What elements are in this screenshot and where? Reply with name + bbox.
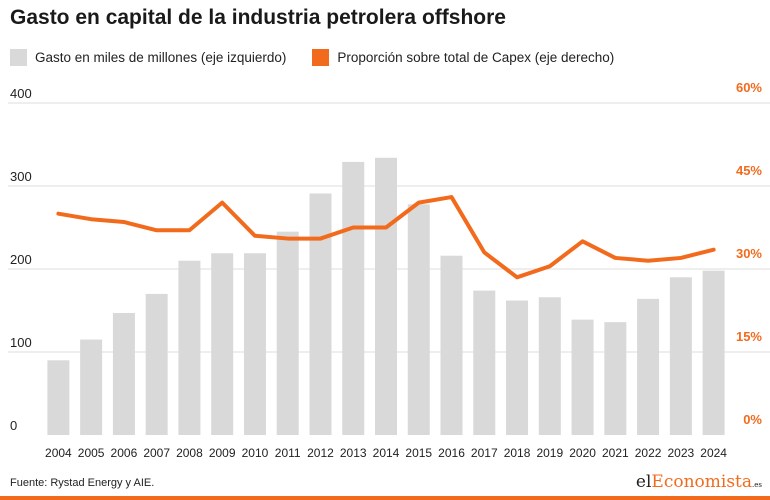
brand-part2: Economista bbox=[651, 472, 753, 492]
right-axis-ticks: 0% 15% 30% 45% 60% bbox=[736, 80, 762, 427]
x-tick-label: 2016 bbox=[438, 446, 465, 460]
bar-2011 bbox=[276, 231, 299, 435]
left-tick-label: 0 bbox=[10, 418, 17, 433]
left-tick-label: 200 bbox=[10, 252, 32, 267]
x-tick-label: 2022 bbox=[635, 446, 662, 460]
bar-2023 bbox=[669, 277, 692, 435]
right-tick-label: 30% bbox=[736, 246, 762, 261]
x-tick-label: 2006 bbox=[111, 446, 138, 460]
legend: Gasto en miles de millones (eje izquierd… bbox=[10, 49, 614, 66]
right-tick-label: 0% bbox=[743, 412, 762, 427]
bar-2024 bbox=[702, 270, 725, 435]
bar-2020 bbox=[571, 319, 594, 435]
x-tick-label: 2008 bbox=[176, 446, 203, 460]
legend-line-swatch bbox=[312, 49, 330, 66]
x-tick-label: 2015 bbox=[405, 446, 432, 460]
x-tick-label: 2004 bbox=[45, 446, 72, 460]
x-tick-label: 2023 bbox=[668, 446, 695, 460]
x-tick-label: 2014 bbox=[373, 446, 400, 460]
legend-bar-swatch bbox=[10, 49, 27, 66]
right-tick-label: 45% bbox=[736, 163, 762, 178]
brand-tld: .es bbox=[752, 481, 762, 489]
left-tick-label: 400 bbox=[10, 86, 32, 101]
x-tick-label: 2010 bbox=[242, 446, 269, 460]
right-tick-label: 15% bbox=[736, 329, 762, 344]
bar-2021 bbox=[604, 322, 627, 435]
x-tick-label: 2011 bbox=[275, 446, 301, 460]
bar-2007 bbox=[145, 293, 168, 435]
bar-series bbox=[47, 157, 725, 435]
x-tick-label: 2024 bbox=[700, 446, 727, 460]
bar-2018 bbox=[506, 300, 529, 435]
bar-2019 bbox=[538, 297, 561, 435]
x-tick-label: 2012 bbox=[307, 446, 334, 460]
left-axis-ticks: 0 100 200 300 400 bbox=[10, 86, 32, 433]
bottom-rule bbox=[0, 496, 770, 500]
x-tick-label: 2005 bbox=[78, 446, 105, 460]
x-axis-ticks: 2004 2005 2006 2007 2008 2009 2010 2011 2012 2013… bbox=[45, 446, 727, 460]
source-note: Fuente: Rystad Energy y AIE. bbox=[10, 477, 155, 489]
bar-2017 bbox=[473, 290, 496, 435]
brand-part1: el bbox=[635, 472, 652, 492]
left-tick-label: 300 bbox=[10, 169, 32, 184]
chart-title: Gasto en capital de la industria petrole… bbox=[10, 6, 506, 29]
bar-2014 bbox=[375, 157, 397, 435]
bar-2016 bbox=[440, 255, 463, 435]
brand-logo: elEconomista.es bbox=[636, 472, 762, 492]
bar-2010 bbox=[243, 253, 266, 435]
x-tick-label: 2018 bbox=[504, 446, 531, 460]
bar-2015 bbox=[407, 204, 430, 435]
x-tick-label: 2019 bbox=[536, 446, 563, 460]
bar-2005 bbox=[80, 339, 103, 435]
bar-2004 bbox=[47, 360, 70, 435]
x-tick-label: 2021 bbox=[602, 446, 629, 460]
legend-line-label: Proporción sobre total de Capex (eje der… bbox=[337, 50, 615, 65]
x-tick-label: 2007 bbox=[143, 446, 170, 460]
x-tick-label: 2017 bbox=[471, 446, 498, 460]
left-tick-label: 100 bbox=[10, 335, 32, 350]
line-series bbox=[56, 195, 716, 280]
bar-2012 bbox=[309, 193, 332, 435]
x-tick-label: 2013 bbox=[340, 446, 367, 460]
bar-2022 bbox=[637, 298, 660, 435]
bar-2013 bbox=[342, 161, 365, 435]
bar-2006 bbox=[112, 312, 135, 435]
bar-2009 bbox=[211, 253, 234, 435]
legend-bar-label: Gasto en miles de millones (eje izquierd… bbox=[35, 50, 287, 65]
x-tick-label: 2009 bbox=[209, 446, 236, 460]
x-tick-label: 2020 bbox=[569, 446, 596, 460]
right-tick-label: 60% bbox=[736, 80, 762, 95]
bar-2008 bbox=[178, 260, 201, 435]
